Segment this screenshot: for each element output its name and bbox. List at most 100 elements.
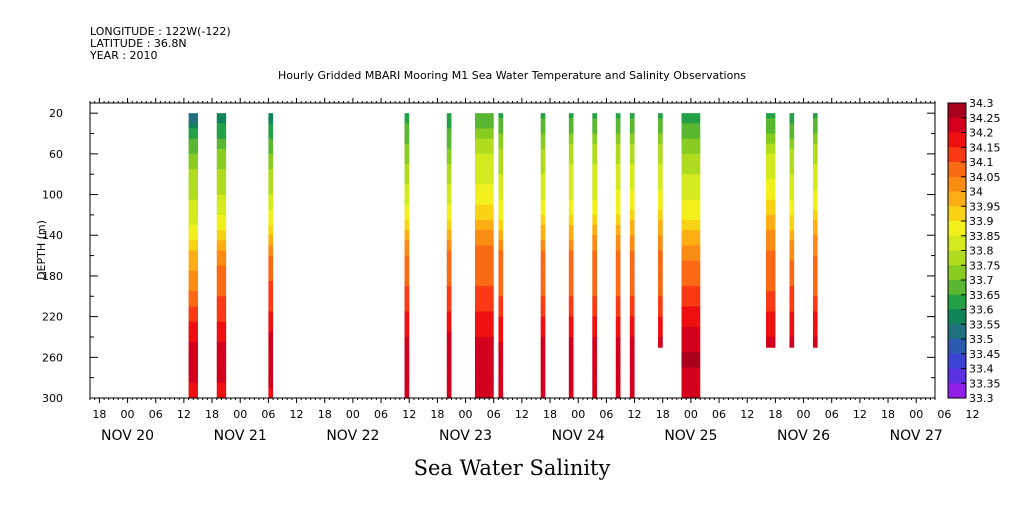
data-cell	[540, 219, 546, 226]
data-cell	[789, 230, 795, 236]
data-cell	[681, 382, 701, 389]
data-cell	[766, 174, 776, 180]
data-cell	[812, 214, 818, 221]
data-cell	[812, 230, 818, 236]
data-cell	[540, 230, 546, 236]
data-cell	[268, 265, 274, 272]
data-cell	[592, 382, 597, 389]
data-cell	[404, 143, 410, 150]
data-column	[615, 113, 621, 399]
x-day-label: NOV 27	[890, 428, 943, 444]
data-cell	[615, 270, 621, 277]
data-cell	[789, 219, 795, 226]
x-day-label: NOV 25	[664, 428, 717, 444]
data-cell	[568, 214, 574, 221]
data-cell	[592, 362, 597, 369]
data-cell	[568, 270, 574, 277]
data-cell	[446, 153, 452, 160]
data-cell	[658, 123, 663, 130]
data-cell	[216, 153, 227, 160]
data-cell	[404, 270, 410, 277]
data-cell	[498, 204, 504, 211]
x-tick-label: 06	[712, 408, 726, 421]
colorbar-swatch	[948, 162, 966, 178]
data-column	[592, 113, 597, 399]
data-cell	[404, 113, 410, 119]
data-cell	[629, 392, 635, 399]
data-cell	[789, 311, 795, 318]
data-cell	[766, 260, 776, 267]
data-cell	[658, 270, 663, 277]
data-cell	[615, 158, 621, 165]
data-cell	[789, 250, 795, 257]
data-cell	[540, 326, 546, 333]
data-cell	[568, 219, 574, 226]
data-cell	[268, 184, 274, 191]
data-cell	[812, 316, 818, 323]
data-column	[474, 113, 494, 399]
data-cell	[766, 326, 776, 333]
data-cell	[681, 148, 701, 155]
data-cell	[766, 296, 776, 302]
colorbar-swatch	[948, 339, 966, 355]
data-cell	[188, 311, 198, 318]
data-cell	[404, 219, 410, 226]
data-cell	[812, 281, 818, 287]
data-cell	[446, 169, 452, 175]
data-cell	[188, 392, 198, 399]
data-cell	[681, 219, 701, 226]
data-cell	[268, 194, 274, 201]
data-cell	[188, 240, 198, 247]
data-cell	[188, 260, 198, 267]
colorbar-swatch	[948, 191, 966, 207]
data-cell	[216, 352, 227, 358]
data-cell	[404, 291, 410, 297]
data-cell	[446, 387, 452, 394]
data-cell	[446, 225, 452, 231]
data-cell	[615, 194, 621, 201]
data-cell	[446, 214, 452, 221]
data-cell	[404, 352, 410, 358]
data-cell	[812, 184, 818, 191]
data-cell	[789, 189, 795, 196]
latitude-label: LATITUDE : 36.8N	[90, 37, 187, 50]
data-cell	[268, 342, 274, 348]
data-cell	[404, 240, 410, 247]
data-cell	[268, 219, 274, 226]
x-tick-label: 18	[881, 408, 895, 421]
data-cell	[766, 204, 776, 211]
data-cell	[446, 362, 452, 369]
data-cell	[404, 311, 410, 318]
data-cell	[446, 367, 452, 374]
data-cell	[540, 158, 546, 165]
x-tick-label: 12	[628, 408, 642, 421]
data-cell	[498, 143, 504, 150]
data-cell	[658, 148, 663, 155]
data-cell	[404, 362, 410, 369]
data-cell	[446, 270, 452, 277]
data-cell	[268, 240, 274, 247]
data-cell	[629, 255, 635, 262]
colorbar-label: 34.3	[969, 97, 994, 110]
data-cell	[658, 113, 663, 119]
data-cell	[498, 138, 504, 145]
data-cell	[268, 174, 274, 180]
data-cell	[615, 377, 621, 384]
data-cell	[592, 316, 597, 323]
data-cell	[540, 133, 546, 140]
data-cell	[658, 138, 663, 145]
data-cell	[592, 260, 597, 267]
data-cell	[188, 138, 198, 145]
data-cell	[540, 357, 546, 363]
data-cell	[188, 301, 198, 308]
data-cell	[681, 184, 701, 191]
data-cell	[681, 169, 701, 175]
data-cell	[615, 179, 621, 185]
x-tick-label: 06	[599, 408, 613, 421]
data-cell	[592, 270, 597, 277]
data-cell	[592, 204, 597, 211]
data-cell	[540, 260, 546, 267]
data-cell	[498, 342, 504, 348]
data-cell	[446, 235, 452, 241]
data-cell	[188, 377, 198, 384]
